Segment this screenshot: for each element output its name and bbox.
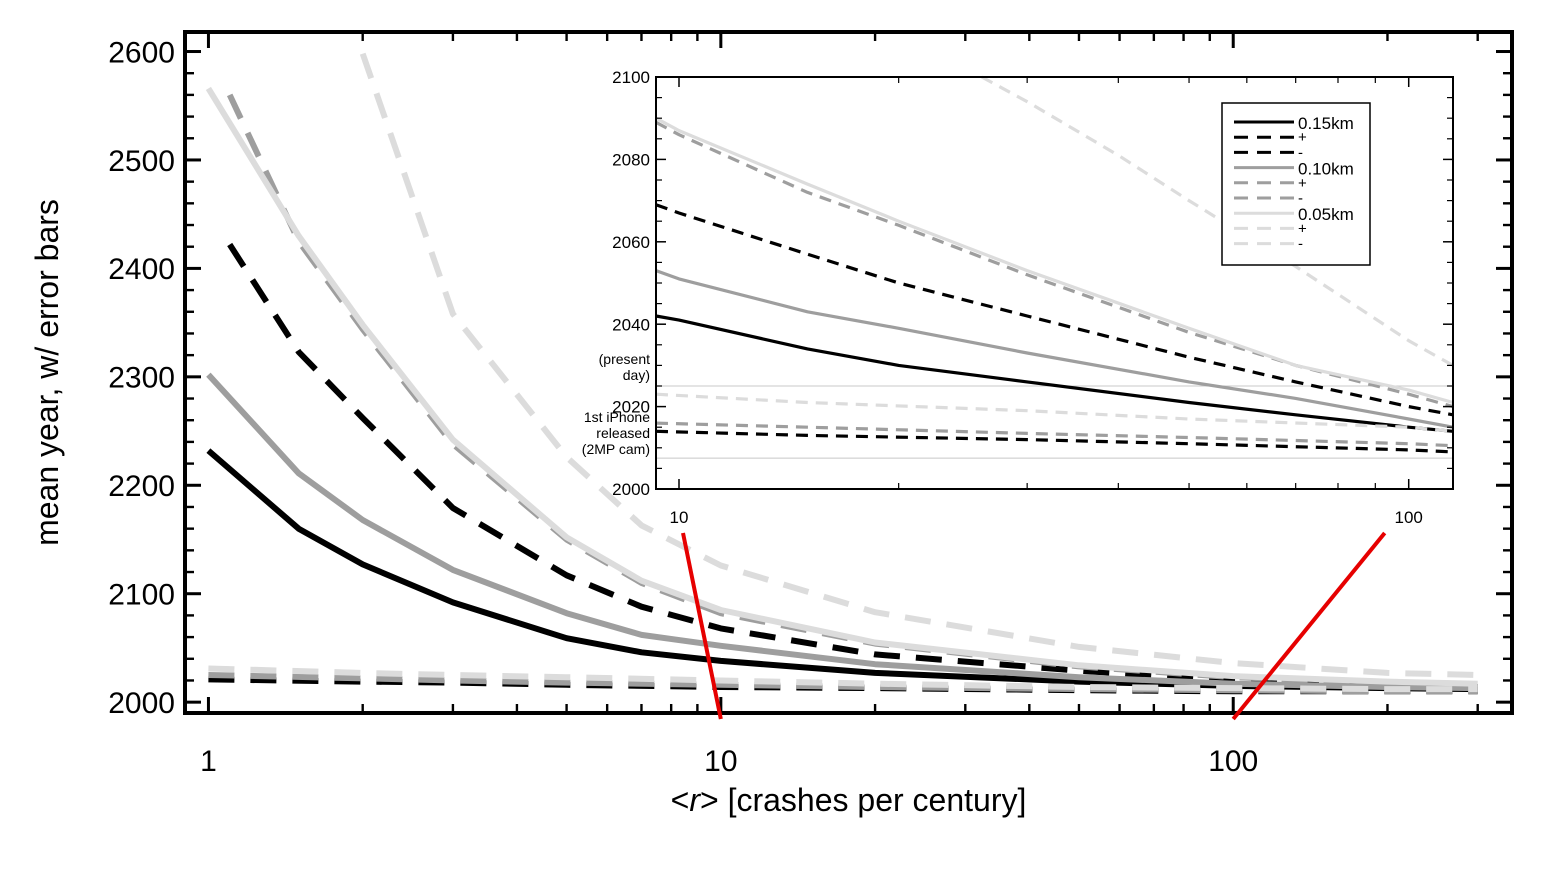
plot-frame <box>183 30 1514 715</box>
reference-label: released <box>596 425 650 441</box>
x-axis-label-suffix: > [crashes per century] <box>700 782 1026 818</box>
reference-label: (2MP cam) <box>582 441 650 457</box>
legend-label-4: + <box>1298 175 1307 192</box>
series-line-8 <box>208 665 1478 693</box>
y-tick-label: 2300 <box>108 362 175 395</box>
y-tick-label: 2200 <box>108 470 175 503</box>
legend-label-5: - <box>1298 190 1303 207</box>
series-line-4 <box>655 120 1454 409</box>
y-axis-label: mean year, w/ error bars <box>29 199 65 546</box>
y-tick-label: 2600 <box>108 36 175 69</box>
reference-label: 1st iPhone <box>584 409 650 425</box>
series-line-7 <box>981 75 1454 367</box>
y-tick-label: 2000 <box>612 480 650 499</box>
series-line-6 <box>655 116 1454 405</box>
x-axis-label-prefix: < <box>671 782 690 818</box>
legend-label-0: 0.15km <box>1298 114 1354 133</box>
series-line-3 <box>206 372 1478 692</box>
series-line-5 <box>655 421 1454 448</box>
y-tick-label: 2060 <box>612 233 650 252</box>
series-line-0 <box>655 314 1454 433</box>
series-line-3 <box>655 269 1454 429</box>
y-tick-label: 2500 <box>108 145 175 178</box>
legend-label-8: - <box>1298 236 1303 253</box>
legend-label-2: - <box>1298 144 1303 161</box>
zoom-line-left <box>681 532 723 720</box>
x-axis-label-variable: r <box>689 782 701 818</box>
x-tick-label: 10 <box>670 508 689 527</box>
reference-label: (present <box>599 351 650 367</box>
y-tick-label: 2080 <box>612 151 650 170</box>
series-line-2 <box>655 429 1454 454</box>
y-tick-label: 2100 <box>108 579 175 612</box>
reference-label: day) <box>623 367 650 383</box>
series-line-8 <box>655 392 1454 433</box>
zoom-line-right <box>1231 531 1387 721</box>
y-tick-label: 2020 <box>612 398 650 417</box>
y-tick-label: 2040 <box>612 315 650 334</box>
x-tick-label: 1 <box>200 745 217 778</box>
series-line-7 <box>359 52 1478 678</box>
y-tick-label: 2400 <box>108 253 175 286</box>
legend-label-7: + <box>1298 220 1307 237</box>
x-axis-label: <r> [crashes per century] <box>671 782 1027 818</box>
x-tick-label: 100 <box>1395 508 1423 527</box>
legend-label-1: + <box>1298 129 1307 146</box>
series-line-6 <box>205 86 1478 687</box>
legend-label-6: 0.05km <box>1298 205 1354 224</box>
series-line-1 <box>227 242 1478 690</box>
zoom-callout-lines <box>681 531 1387 721</box>
series-line-1 <box>655 203 1454 417</box>
y-tick-label: 2000 <box>108 687 175 720</box>
x-tick-label: 100 <box>1208 745 1258 778</box>
legend-label-3: 0.10km <box>1298 160 1354 179</box>
x-tick-label: 10 <box>704 745 737 778</box>
y-tick-label: 2100 <box>612 68 650 87</box>
